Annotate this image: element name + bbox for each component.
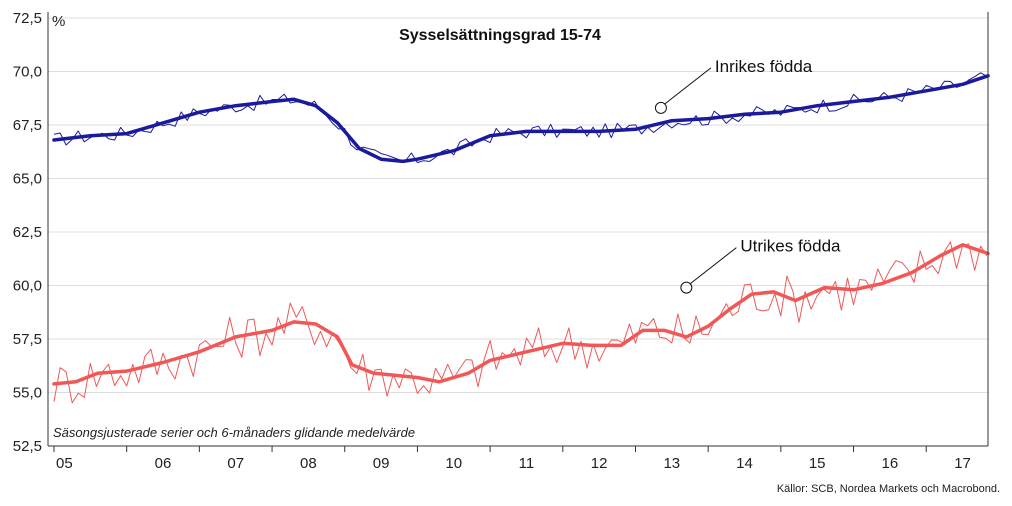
annotation-leader [664, 67, 712, 105]
series-line-utrikes [52, 243, 990, 386]
x-tick-label: 11 [519, 455, 535, 472]
annotation-label: Inrikes födda [715, 57, 813, 76]
x-tick-label: 17 [954, 455, 971, 472]
annotations: Inrikes födda Utrikes födda [654, 57, 841, 294]
series-raw-line-inrikes [53, 72, 988, 164]
annotation-marker [654, 101, 667, 114]
x-tick-label: 09 [373, 455, 390, 472]
y-tick-label: 62,5 [13, 224, 42, 241]
chart-source: Källor: SCB, Nordea Markets och Macrobon… [777, 483, 1000, 495]
y-tick-label: 55,0 [13, 385, 42, 402]
y-tick-label: 72,5 [13, 10, 42, 27]
annotation-label: Utrikes födda [740, 237, 841, 256]
y-tick-label: 60,0 [13, 278, 42, 295]
annotation-leader [690, 247, 737, 285]
x-tick-label: 16 [882, 455, 899, 472]
gridlines [48, 17, 988, 447]
series-layer [52, 72, 990, 404]
x-tick-label: 15 [809, 455, 826, 472]
y-tick-label: 52,5 [13, 438, 42, 455]
x-tick-labels: 05 06 07 08 09 10 11 12 13 14 15 16 17 [56, 455, 971, 472]
series-line-inrikes [52, 74, 990, 164]
x-tick-label: 10 [445, 455, 462, 472]
chart-note: Säsongsjusterade serier och 6-månaders g… [53, 425, 415, 440]
y-tick-label: 57,5 [13, 331, 42, 348]
x-tick-label: 06 [155, 455, 172, 472]
x-tick-label: 12 [591, 455, 608, 472]
series-raw-line-utrikes [53, 241, 988, 404]
x-tick-label: 07 [227, 455, 244, 472]
x-tick-label: 14 [736, 455, 753, 472]
axes [47, 12, 989, 452]
y-unit-label: % [52, 13, 65, 30]
y-tick-label: 67,5 [13, 117, 42, 134]
y-tick-label: 65,0 [13, 171, 42, 188]
y-tick-label: 70,0 [13, 64, 42, 81]
x-tick-label: 13 [663, 455, 680, 472]
annotation-marker [680, 281, 693, 294]
chart-title: Sysselsättningsgrad 15-74 [399, 27, 601, 44]
x-tick-label: 08 [300, 455, 317, 472]
y-tick-labels: 72,5 70,0 67,5 65,0 62,5 60,0 57,5 55,0 52,5 [13, 10, 42, 455]
x-tick-label: 05 [56, 455, 73, 472]
